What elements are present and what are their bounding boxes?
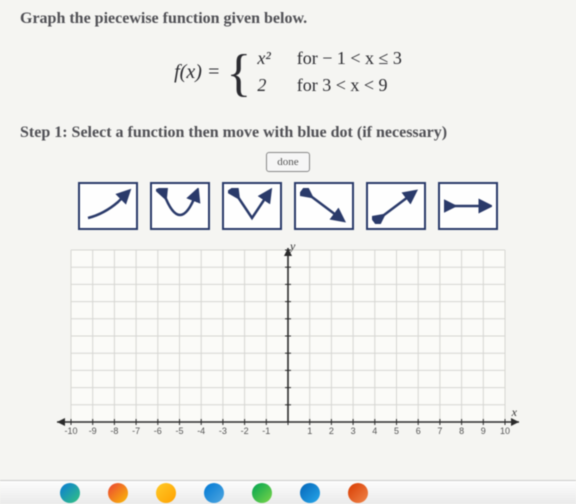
svg-text:-2: -2: [241, 426, 249, 436]
svg-text:1: 1: [307, 426, 312, 436]
chrome-icon[interactable]: [108, 483, 128, 503]
piecewise-equation: f(x) = { x² for − 1 < x ≤ 3 2 for 3 < x …: [20, 46, 556, 98]
store-icon[interactable]: [204, 483, 224, 503]
tool-u-shape[interactable]: [150, 182, 210, 230]
function-palette: [20, 182, 556, 230]
tool-v-shape[interactable]: [222, 182, 282, 230]
brace-icon: {: [226, 48, 251, 100]
taskbar: [0, 480, 576, 504]
svg-text:-8: -8: [110, 426, 118, 436]
svg-text:-4: -4: [197, 426, 205, 436]
svg-text:10: 10: [500, 426, 510, 436]
graph-canvas[interactable]: -10 -9 -8 -7 -6 -5 -4 -3 -2 -1 1 2 3 4 5 6 7 8 9 10 y x: [53, 244, 523, 444]
tool-curve-up[interactable]: [78, 182, 138, 230]
piece1-cond: for − 1 < x ≤ 3: [297, 48, 402, 69]
folder-icon[interactable]: [156, 483, 176, 503]
piece2-cond: for 3 < x < 9: [297, 75, 402, 96]
svg-text:x: x: [511, 405, 518, 419]
instruction-text: Graph the piecewise function given below…: [20, 10, 556, 28]
piece2-expr: 2: [257, 75, 270, 96]
svg-text:-3: -3: [219, 426, 227, 436]
svg-text:9: 9: [481, 426, 486, 436]
svg-text:-5: -5: [175, 426, 183, 436]
edge-icon[interactable]: [60, 483, 80, 503]
tool-line-down[interactable]: [294, 182, 354, 230]
svg-text:-1: -1: [262, 426, 270, 436]
svg-text:3: 3: [351, 426, 356, 436]
svg-text:-9: -9: [89, 426, 97, 436]
word-icon[interactable]: [348, 483, 368, 503]
app-icon[interactable]: [252, 483, 272, 503]
svg-text:2: 2: [329, 426, 334, 436]
mail-icon[interactable]: [300, 483, 320, 503]
svg-text:y: y: [289, 244, 296, 253]
tool-line-up[interactable]: [366, 182, 426, 230]
svg-text:8: 8: [459, 426, 464, 436]
svg-text:-7: -7: [132, 426, 140, 436]
svg-text:-6: -6: [154, 426, 162, 436]
svg-text:6: 6: [416, 426, 421, 436]
equation-lhs: f(x) =: [174, 61, 220, 84]
step-text: Step 1: Select a function then move with…: [20, 124, 556, 142]
svg-text:7: 7: [437, 426, 442, 436]
done-button[interactable]: done: [266, 152, 309, 172]
piece1-expr: x²: [257, 48, 270, 69]
tool-horizontal[interactable]: [438, 182, 498, 230]
svg-text:5: 5: [394, 426, 399, 436]
svg-text:-10: -10: [64, 426, 77, 436]
svg-text:4: 4: [372, 426, 377, 436]
